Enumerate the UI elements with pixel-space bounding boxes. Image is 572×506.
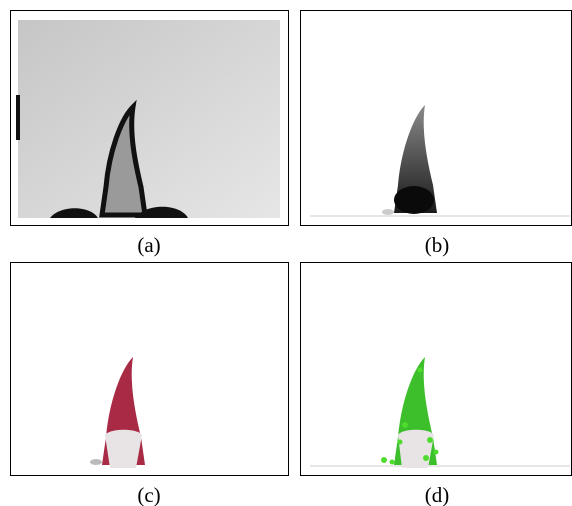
panel-label: (a) xyxy=(137,233,160,257)
panel-label: (c) xyxy=(137,483,160,506)
panel-c xyxy=(10,262,289,476)
panel-label: (d) xyxy=(425,483,450,506)
panel-label: (b) xyxy=(425,233,450,257)
panel-b xyxy=(300,10,572,226)
panel-a xyxy=(10,10,289,226)
panel-d xyxy=(300,262,572,476)
